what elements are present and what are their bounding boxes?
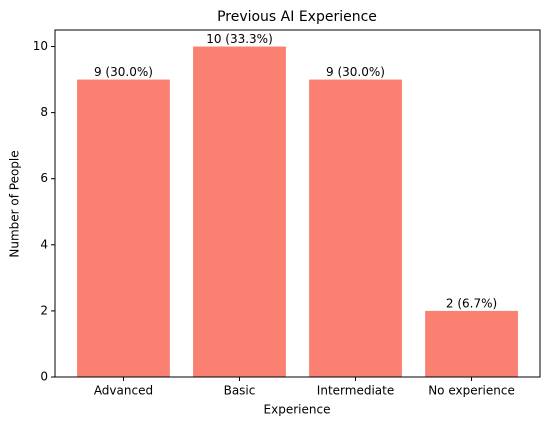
- plot-frame: [54, 29, 541, 378]
- y-tick-label: 8: [40, 105, 48, 119]
- value-label: 2 (6.7%): [446, 296, 497, 310]
- y-tick-label: 10: [33, 39, 48, 53]
- value-label: 9 (30.0%): [94, 65, 153, 79]
- bar: [193, 46, 286, 378]
- chart-title: Previous AI Experience: [217, 9, 377, 25]
- y-tick-label: 4: [40, 237, 48, 251]
- bar: [309, 79, 402, 378]
- value-label: 9 (30.0%): [326, 65, 385, 79]
- y-axis-label: Number of People: [8, 150, 22, 257]
- bar: [425, 310, 518, 377]
- value-label: 10 (33.3%): [206, 32, 273, 46]
- x-tick-label: No experience: [428, 384, 515, 398]
- x-tick-label: Basic: [224, 384, 256, 398]
- y-tick-label: 6: [40, 171, 48, 185]
- x-tick-label: Intermediate: [317, 384, 394, 398]
- y-tick-label: 0: [40, 370, 48, 384]
- x-tick-label: Advanced: [94, 384, 153, 398]
- x-axis-label: Experience: [264, 403, 331, 417]
- y-tick-label: 2: [40, 303, 48, 317]
- bar: [77, 79, 170, 378]
